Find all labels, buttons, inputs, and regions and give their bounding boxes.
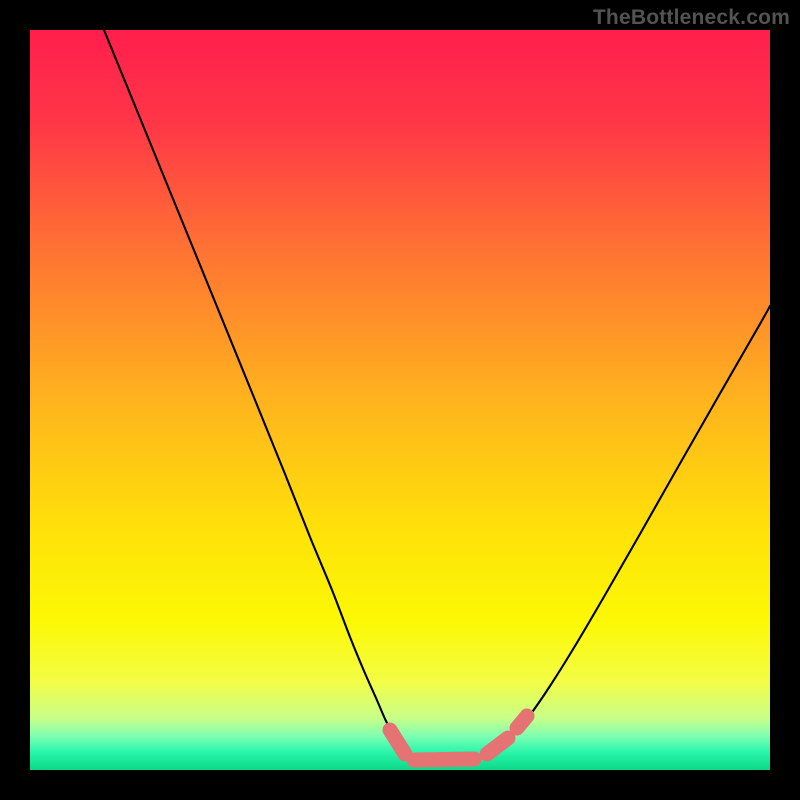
watermark-label: TheBottleneck.com xyxy=(593,6,790,30)
gradient-background xyxy=(30,30,770,770)
plot-area xyxy=(30,30,770,770)
chart-frame: TheBottleneck.com xyxy=(0,0,800,800)
